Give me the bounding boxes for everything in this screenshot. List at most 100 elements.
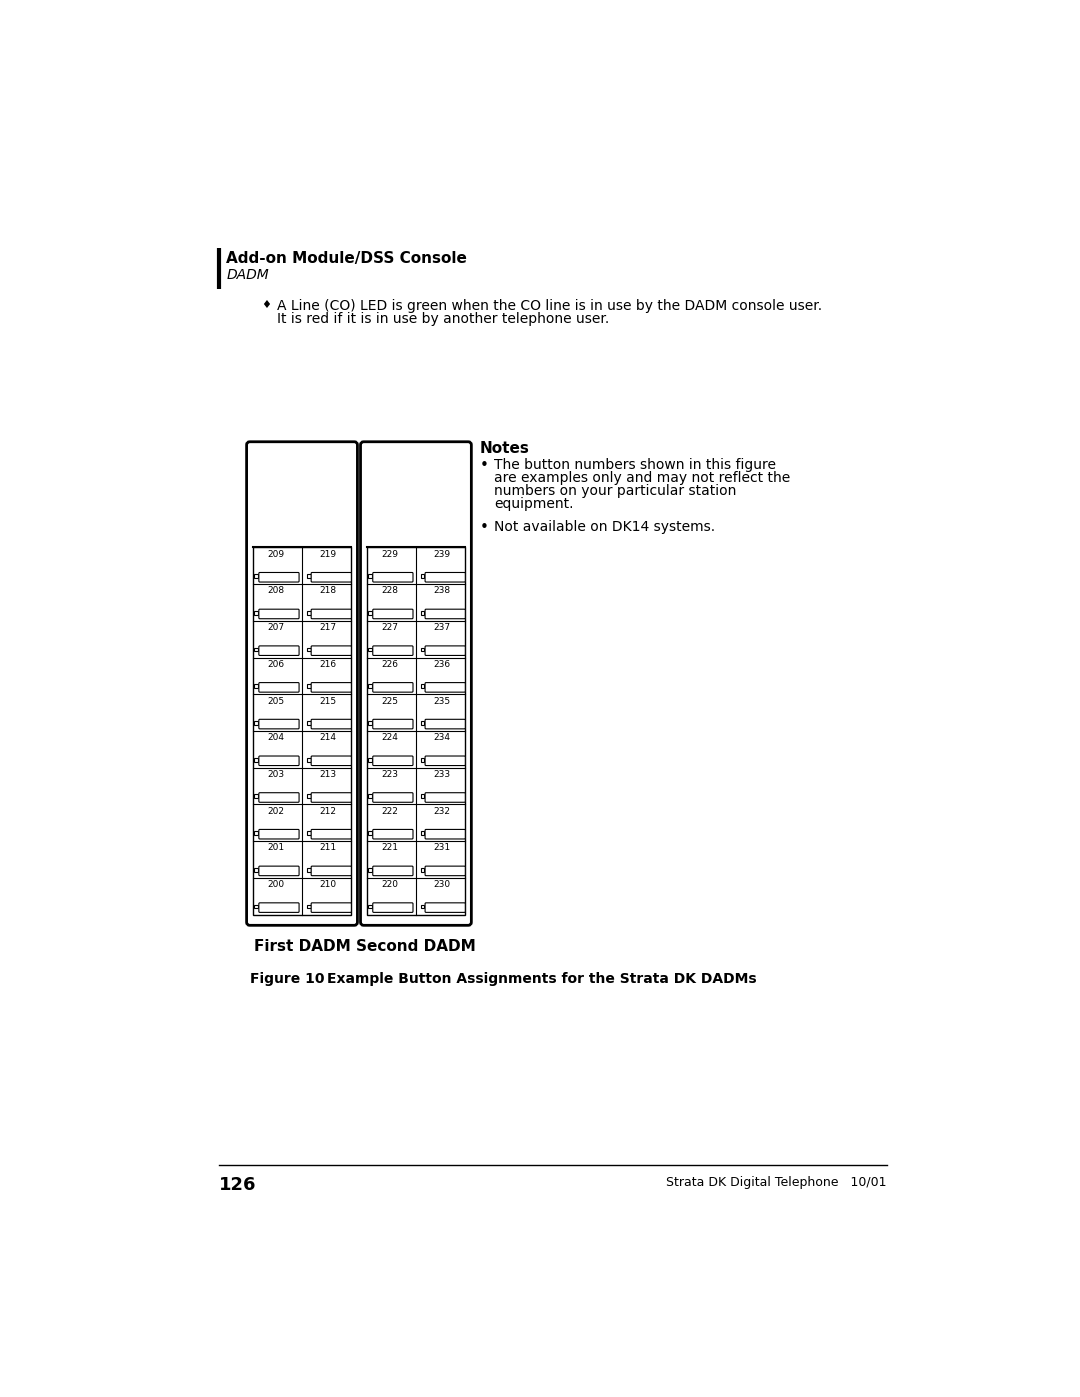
Text: The button numbers shown in this figure: The button numbers shown in this figure (494, 458, 775, 472)
Text: 207: 207 (267, 623, 284, 633)
Bar (420, 721, 424, 725)
Text: 215: 215 (320, 697, 337, 705)
Text: 211: 211 (320, 844, 337, 852)
Text: 233: 233 (433, 770, 450, 780)
Bar (307, 648, 311, 651)
Bar (255, 831, 258, 835)
Text: 200: 200 (267, 880, 284, 888)
Text: Notes: Notes (480, 441, 530, 455)
Bar (307, 868, 311, 872)
Bar (307, 831, 311, 835)
Text: 223: 223 (381, 770, 399, 780)
FancyBboxPatch shape (246, 441, 357, 925)
Bar (368, 574, 373, 578)
Text: 214: 214 (320, 733, 337, 742)
Text: 209: 209 (267, 550, 284, 559)
FancyBboxPatch shape (259, 902, 299, 912)
FancyBboxPatch shape (259, 683, 299, 692)
FancyBboxPatch shape (311, 683, 351, 692)
Bar (307, 574, 311, 578)
FancyBboxPatch shape (259, 866, 299, 876)
FancyBboxPatch shape (426, 719, 465, 729)
Text: equipment.: equipment. (494, 497, 573, 511)
Bar (255, 757, 258, 761)
Bar (307, 904, 311, 908)
FancyBboxPatch shape (361, 441, 471, 925)
Text: 239: 239 (433, 550, 450, 559)
Text: 220: 220 (381, 880, 399, 888)
Bar (420, 757, 424, 761)
FancyBboxPatch shape (373, 792, 413, 802)
Text: 227: 227 (381, 623, 399, 633)
FancyBboxPatch shape (426, 573, 465, 583)
Bar (255, 868, 258, 872)
Text: •: • (480, 458, 489, 474)
Bar (253, 548, 351, 915)
Text: 216: 216 (320, 659, 337, 669)
FancyBboxPatch shape (373, 645, 413, 655)
Bar (255, 795, 258, 798)
Text: 232: 232 (433, 806, 450, 816)
Text: Strata DK Digital Telephone   10/01: Strata DK Digital Telephone 10/01 (666, 1175, 887, 1189)
Bar (255, 648, 258, 651)
Bar (420, 868, 424, 872)
Bar (367, 548, 465, 915)
Bar (307, 757, 311, 761)
Bar (255, 721, 258, 725)
Text: are examples only and may not reflect the: are examples only and may not reflect th… (494, 471, 791, 485)
Text: 205: 205 (267, 697, 284, 705)
Text: 226: 226 (381, 659, 399, 669)
Text: 230: 230 (433, 880, 450, 888)
FancyBboxPatch shape (426, 645, 465, 655)
Bar (255, 685, 258, 689)
Text: DADM: DADM (227, 268, 269, 282)
Text: 208: 208 (267, 587, 284, 595)
Text: 238: 238 (433, 587, 450, 595)
FancyBboxPatch shape (311, 645, 351, 655)
Bar (368, 904, 373, 908)
Text: 217: 217 (320, 623, 337, 633)
Bar (420, 904, 424, 908)
FancyBboxPatch shape (259, 719, 299, 729)
FancyBboxPatch shape (311, 792, 351, 802)
Text: 210: 210 (320, 880, 337, 888)
Text: numbers on your particular station: numbers on your particular station (494, 485, 737, 499)
Text: •: • (480, 520, 489, 535)
FancyBboxPatch shape (311, 719, 351, 729)
Bar (368, 721, 373, 725)
Bar (255, 610, 258, 615)
Text: First DADM: First DADM (254, 939, 350, 954)
FancyBboxPatch shape (373, 683, 413, 692)
Text: 222: 222 (381, 806, 399, 816)
Text: 236: 236 (433, 659, 450, 669)
Bar (368, 685, 373, 689)
FancyBboxPatch shape (426, 609, 465, 619)
FancyBboxPatch shape (311, 573, 351, 583)
Bar (420, 831, 424, 835)
FancyBboxPatch shape (259, 830, 299, 840)
Text: 212: 212 (320, 806, 337, 816)
FancyBboxPatch shape (373, 830, 413, 840)
FancyBboxPatch shape (311, 609, 351, 619)
Bar (368, 610, 373, 615)
FancyBboxPatch shape (373, 756, 413, 766)
Text: 206: 206 (267, 659, 284, 669)
Bar (420, 685, 424, 689)
Text: 218: 218 (320, 587, 337, 595)
Bar (255, 904, 258, 908)
Bar (420, 574, 424, 578)
Text: 229: 229 (381, 550, 399, 559)
Text: 221: 221 (381, 844, 399, 852)
FancyBboxPatch shape (259, 756, 299, 766)
Bar (307, 610, 311, 615)
FancyBboxPatch shape (426, 830, 465, 840)
FancyBboxPatch shape (426, 683, 465, 692)
Text: Figure 10: Figure 10 (249, 972, 324, 986)
Text: ♦: ♦ (261, 300, 271, 310)
Text: 219: 219 (320, 550, 337, 559)
Text: 228: 228 (381, 587, 399, 595)
Text: 126: 126 (218, 1175, 256, 1193)
Text: It is red if it is in use by another telephone user.: It is red if it is in use by another tel… (276, 313, 609, 327)
FancyBboxPatch shape (373, 902, 413, 912)
FancyBboxPatch shape (373, 609, 413, 619)
